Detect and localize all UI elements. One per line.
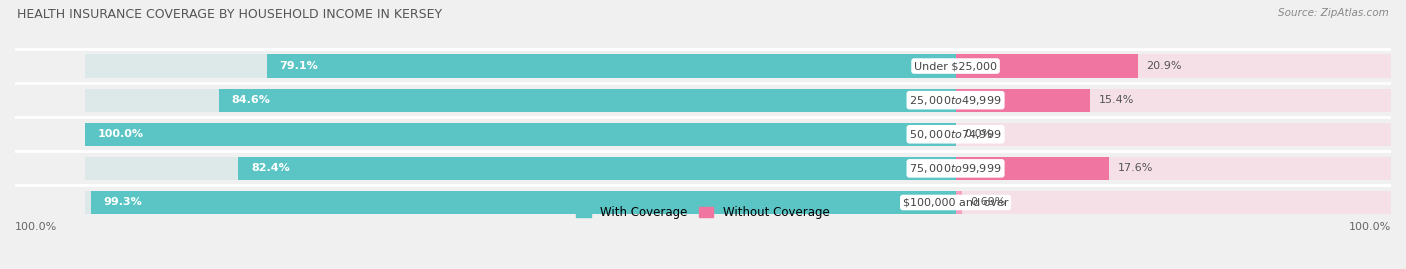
Text: $50,000 to $74,999: $50,000 to $74,999 (910, 128, 1002, 141)
Bar (91, 191, 956, 214)
Legend: With Coverage, Without Coverage: With Coverage, Without Coverage (572, 201, 834, 224)
Text: Source: ZipAtlas.com: Source: ZipAtlas.com (1278, 8, 1389, 18)
Bar (956, 157, 1391, 180)
Text: 99.3%: 99.3% (104, 197, 142, 207)
Text: HEALTH INSURANCE COVERAGE BY HOUSEHOLD INCOME IN KERSEY: HEALTH INSURANCE COVERAGE BY HOUSEHOLD I… (17, 8, 441, 21)
Bar (84, 191, 956, 214)
Bar (956, 157, 1109, 180)
Bar (956, 54, 1391, 78)
Bar (84, 123, 956, 146)
Bar (84, 123, 956, 146)
Bar (84, 157, 956, 180)
Text: 100.0%: 100.0% (15, 222, 58, 232)
Bar (956, 123, 1391, 146)
Bar (956, 191, 1391, 214)
Text: 84.6%: 84.6% (232, 95, 271, 105)
Text: Under $25,000: Under $25,000 (914, 61, 997, 71)
Text: 15.4%: 15.4% (1098, 95, 1133, 105)
Bar (219, 89, 956, 112)
Bar (267, 54, 956, 78)
Text: 17.6%: 17.6% (1118, 163, 1153, 174)
Text: 0.0%: 0.0% (965, 129, 993, 139)
Bar (956, 191, 962, 214)
Text: 100.0%: 100.0% (1348, 222, 1391, 232)
Text: 20.9%: 20.9% (1146, 61, 1182, 71)
Text: 0.69%: 0.69% (970, 197, 1005, 207)
Bar (84, 89, 956, 112)
Bar (84, 54, 956, 78)
Bar (238, 157, 956, 180)
Bar (956, 54, 1137, 78)
Text: 79.1%: 79.1% (280, 61, 319, 71)
Text: $25,000 to $49,999: $25,000 to $49,999 (910, 94, 1002, 107)
Text: $75,000 to $99,999: $75,000 to $99,999 (910, 162, 1002, 175)
Text: 82.4%: 82.4% (252, 163, 290, 174)
Text: $100,000 and over: $100,000 and over (903, 197, 1008, 207)
Text: 100.0%: 100.0% (98, 129, 143, 139)
Bar (956, 89, 1090, 112)
Bar (956, 89, 1391, 112)
